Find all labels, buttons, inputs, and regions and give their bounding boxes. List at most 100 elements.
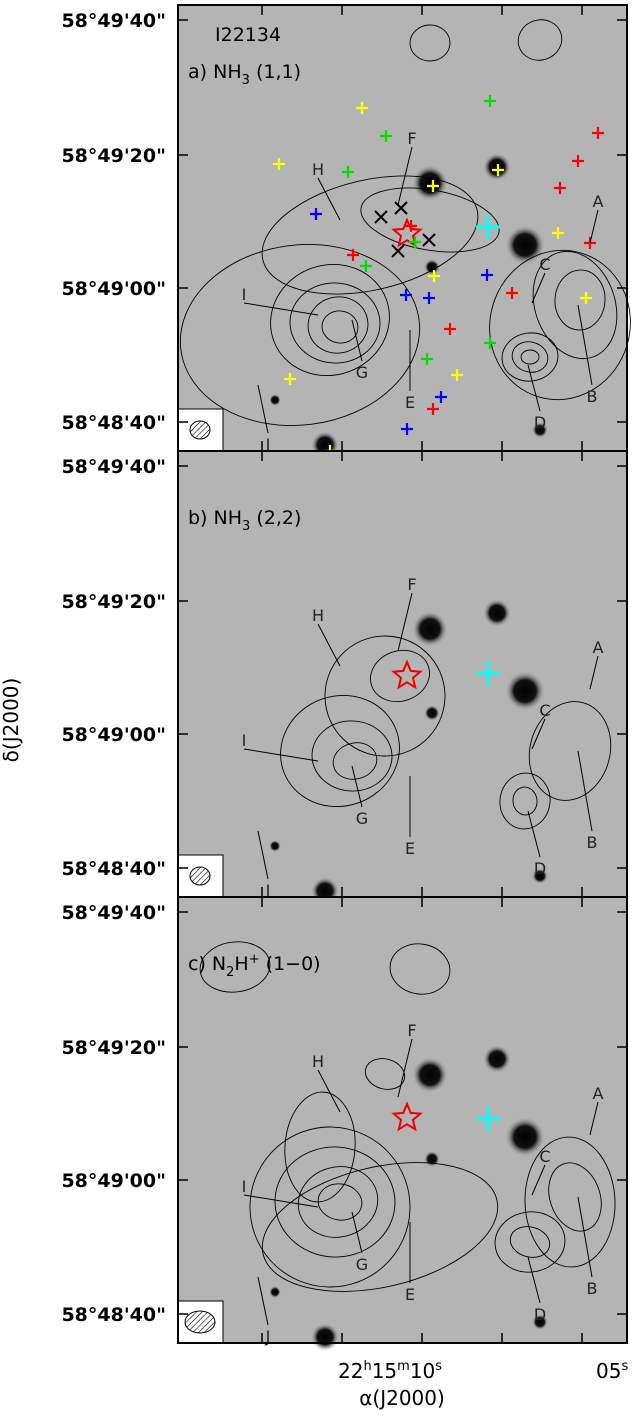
source-label: G [356, 809, 368, 828]
y-tick-label: 58°49'40" [61, 902, 166, 924]
leader-line [589, 209, 599, 244]
contour [524, 1136, 616, 1268]
leader-line [257, 384, 269, 434]
source-label: E [405, 393, 415, 412]
source-label: A [593, 192, 604, 211]
contour [554, 269, 606, 331]
y-tick-label: 58°48'40" [61, 412, 166, 434]
title-part: (1,1) [256, 61, 301, 83]
source-label: G [356, 363, 368, 382]
cross-marker [552, 227, 564, 239]
title-part: (2,2) [256, 507, 301, 529]
star-source [483, 599, 511, 627]
cross-marker [506, 287, 518, 299]
contour [297, 1166, 379, 1238]
x-axis-label: α(J2000) [359, 1386, 445, 1410]
source-label: J [265, 435, 271, 454]
source-label: E [405, 839, 415, 858]
source-label: I [242, 731, 247, 750]
tick-part: 10 [410, 1359, 435, 1383]
leader-line [351, 1211, 363, 1254]
star-source [483, 1045, 511, 1073]
x-marker [374, 210, 388, 224]
cross-marker [427, 180, 439, 192]
tick-part: s [435, 1359, 442, 1374]
contour [280, 694, 400, 808]
contour [511, 341, 549, 373]
star-source [505, 671, 545, 711]
leader-line [243, 748, 319, 762]
x-marker [422, 233, 436, 247]
source-label: C [539, 1147, 550, 1166]
source-label: F [407, 129, 416, 148]
cross-marker [444, 323, 456, 335]
source-label: A [593, 638, 604, 657]
cross-marker [400, 289, 412, 301]
star-source [412, 1057, 448, 1093]
contour [199, 941, 271, 993]
title-part: NH [213, 61, 242, 83]
panel: A B C D E F G H I Jb) NH3 (2,2) 58°49'40" 58°49'20"… [61, 450, 628, 905]
star-source [532, 1314, 548, 1330]
y-tick-label: 58°49'40" [61, 10, 166, 32]
source-label: J [265, 881, 271, 900]
cross-marker [405, 220, 417, 232]
star-source [505, 1117, 545, 1157]
contour [321, 310, 359, 344]
leader-line [589, 655, 599, 690]
source-label: B [587, 387, 598, 406]
contour [317, 1183, 363, 1221]
contour [284, 1091, 356, 1203]
leader-line [257, 830, 269, 880]
panel-title: c) N2H+ (1−0) [188, 946, 321, 980]
x-marker [394, 201, 408, 215]
cross-marker [481, 269, 493, 281]
contour [501, 332, 559, 382]
y-tick-label: 58°49'00" [61, 724, 166, 746]
cross-marker [401, 423, 413, 435]
star-source [424, 1151, 440, 1167]
source-label: B [587, 833, 598, 852]
cross-marker [360, 260, 372, 272]
contour [249, 1126, 411, 1288]
y-tick-label: 58°49'20" [61, 1037, 166, 1059]
cross-marker [421, 353, 433, 365]
contour [289, 282, 381, 364]
source-label: C [539, 701, 550, 720]
cross-marker [451, 369, 463, 381]
leader-line [351, 765, 363, 808]
frame [177, 896, 628, 1344]
contour [274, 1146, 396, 1258]
plus-marker [476, 661, 500, 685]
tick-part: 05 [596, 1359, 621, 1383]
star-source [505, 225, 545, 265]
leader-line [577, 304, 593, 386]
source-label: H [312, 1052, 324, 1071]
contour [360, 187, 500, 253]
cross-marker [342, 166, 354, 178]
contour [311, 720, 393, 792]
y-tick-label: 58°48'40" [61, 858, 166, 880]
source-label: H [312, 606, 324, 625]
source-label: I [242, 1177, 247, 1196]
cross-marker [484, 95, 496, 107]
contour [389, 943, 451, 995]
y-axis-label: δ(J2000) [0, 678, 23, 763]
source-label: D [534, 413, 546, 432]
panel: I22134 A B C D E F G H I Ja) NH3 (1,1) 58°49'40" 58°… [61, 4, 631, 459]
title-part: H [234, 953, 248, 975]
title-part: c) [188, 953, 206, 975]
star-source [412, 165, 448, 201]
star-source [532, 422, 548, 438]
cross-marker [492, 164, 504, 176]
leader-line [257, 1276, 269, 1326]
source-label: F [407, 1021, 416, 1040]
plus-marker [476, 1107, 500, 1131]
leader-line [527, 810, 541, 858]
leader-line [531, 1164, 546, 1196]
contour [261, 1162, 499, 1292]
source-label: J [265, 1327, 271, 1346]
contour [512, 786, 538, 816]
